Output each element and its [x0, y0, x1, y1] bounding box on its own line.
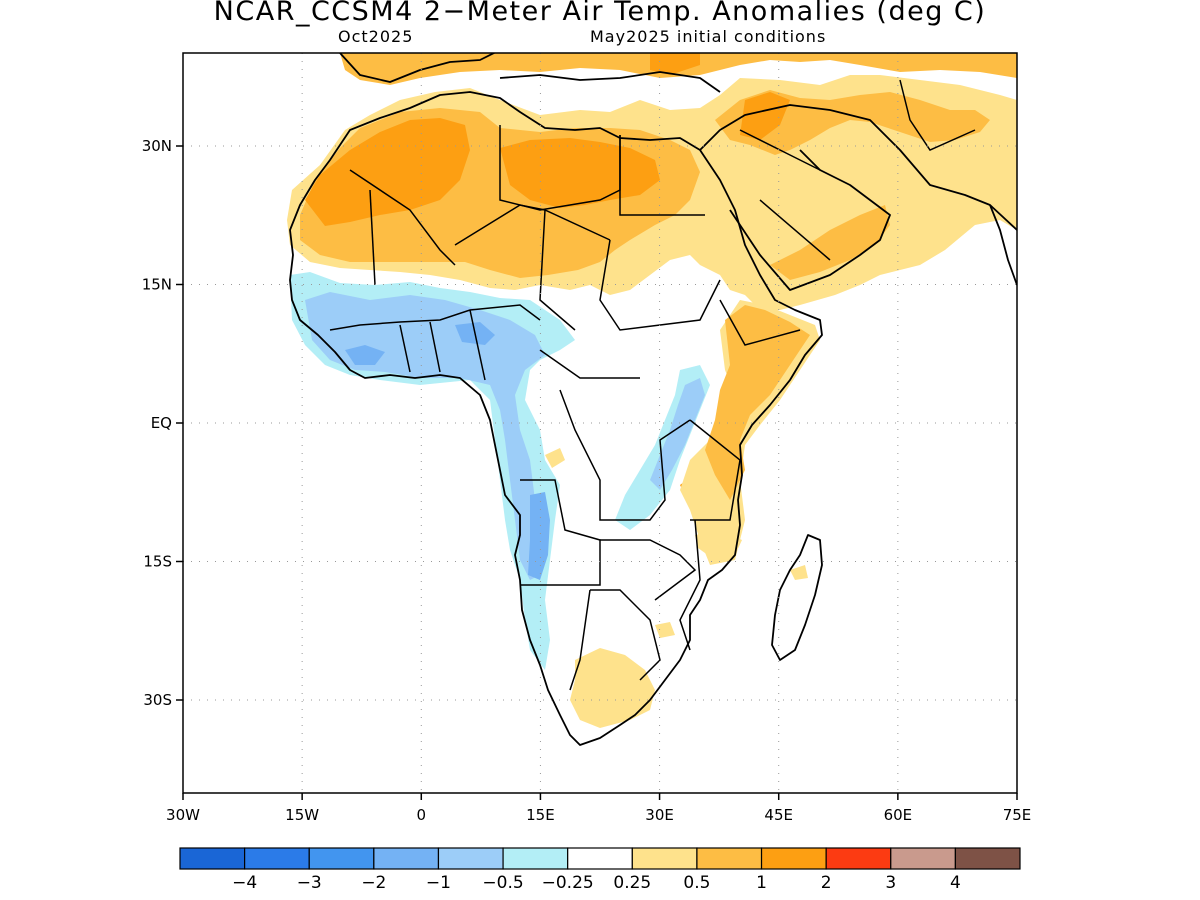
colorbar-label: −0.5 [482, 873, 523, 893]
map-title: NCAR_CCSM4 2−Meter Air Temp. Anomalies (… [213, 0, 987, 27]
anomaly-shading [287, 53, 1017, 728]
initial-conditions: May2025 initial conditions [590, 27, 827, 46]
colorbar-label: −3 [297, 873, 322, 893]
lat-tick-label: 30N [142, 137, 172, 155]
lon-tick-label: 45E [764, 806, 793, 824]
border-sudan [599, 239, 721, 331]
gridlines [183, 53, 1017, 793]
anomaly-band-medium-blue-coast [528, 492, 550, 580]
border-tanzania [689, 419, 741, 521]
lat-tick-label: 15N [142, 276, 172, 294]
border-drc [559, 389, 691, 521]
colorbar-label: 3 [885, 873, 896, 893]
border-chad [539, 209, 576, 331]
colorbar-swatch [373, 847, 440, 870]
anomaly-band-orange-north [650, 53, 700, 75]
anomaly-band-light-yellow-south-africa [570, 648, 655, 728]
colorbar-label: 4 [950, 873, 961, 893]
colorbar: −4 −3 −2 −1 −0.5 −0.25 0.25 0.5 1 2 3 4 [179, 847, 1021, 893]
anomaly-band-light-orange-east-africa [705, 305, 810, 500]
border-iran [899, 79, 976, 151]
country-borders [329, 79, 976, 691]
lon-tick-label: 60E [884, 806, 913, 824]
border-car [539, 349, 640, 379]
border-namibia [569, 589, 591, 691]
forecast-month: Oct2025 [338, 27, 414, 46]
colorbar-swatch [631, 847, 698, 870]
colorbar-swatch [437, 847, 504, 870]
anomaly-band-light-yellow-angola [545, 448, 565, 468]
lon-tick-label: 15W [285, 806, 319, 824]
colorbar-swatch [825, 847, 892, 870]
colorbar-swatch [244, 847, 310, 870]
colorbar-swatch [890, 847, 956, 870]
colorbar-label: −0.25 [542, 873, 594, 893]
border-west-africa [329, 304, 541, 331]
colorbar-swatch [308, 847, 375, 870]
colorbar-swatch [567, 847, 633, 870]
border-gulf-states [399, 309, 486, 381]
india-coastline [989, 204, 1017, 286]
anomaly-band-light-orange-yemen [770, 205, 890, 280]
arabia-coastline [699, 104, 1017, 231]
border-saudi [739, 129, 831, 261]
madagascar-coastline [771, 534, 823, 661]
lat-tick-label: 30S [143, 691, 172, 709]
lon-tick-label: 75E [1003, 806, 1032, 824]
border-angola [520, 479, 601, 586]
anomaly-band-medium-blue-gulf [345, 345, 385, 365]
med-coastline [499, 71, 721, 93]
anomaly-band-orange-west-sahara [305, 118, 470, 226]
border-mozambique [679, 519, 701, 651]
border-botswana [590, 589, 661, 681]
border-niger [454, 204, 611, 246]
europe-coastline [339, 53, 497, 83]
colorbar-label: −4 [232, 873, 257, 893]
lon-tick-label: 30E [645, 806, 674, 824]
colorbar-label: −2 [361, 873, 386, 893]
colorbar-label: 0.25 [613, 873, 651, 893]
border-mali [369, 189, 376, 286]
colorbar-swatch [954, 847, 1021, 870]
border-egypt [619, 135, 705, 216]
border-algeria [349, 169, 456, 266]
colorbar-label: −1 [426, 873, 451, 893]
colorbar-label: 0.5 [683, 873, 710, 893]
anomaly-band-light-yellow-mozambique [695, 530, 742, 558]
colorbar-label: 1 [756, 873, 767, 893]
lon-tick-label: 0 [417, 806, 427, 824]
coastlines [289, 53, 1017, 746]
anomaly-band-light-yellow-zambia [655, 622, 675, 638]
colorbar-swatch [502, 847, 569, 870]
border-zambia [600, 539, 697, 601]
lon-tick-label: 15E [526, 806, 555, 824]
colorbar-swatch [179, 847, 246, 870]
latitude-axis: 30N 15N EQ 15S 30S [142, 137, 183, 709]
anomaly-band-orange-iraq [740, 92, 790, 140]
anomaly-band-light-blue-rift [650, 378, 705, 490]
arabia-south-coastline [729, 149, 891, 291]
lat-tick-label: EQ [151, 414, 172, 432]
colorbar-swatch [760, 847, 827, 870]
longitude-axis: 30W 15W 0 15E 30E 45E 60E 75E [166, 793, 1031, 824]
colorbar-swatch [696, 847, 763, 870]
africa-coastline [289, 91, 823, 746]
anomaly-band-light-yellow-madagascar [790, 565, 808, 580]
border-ethiopia [719, 299, 801, 346]
lat-tick-label: 15S [143, 553, 172, 571]
lon-tick-label: 30W [166, 806, 200, 824]
colorbar-label: 2 [821, 873, 832, 893]
